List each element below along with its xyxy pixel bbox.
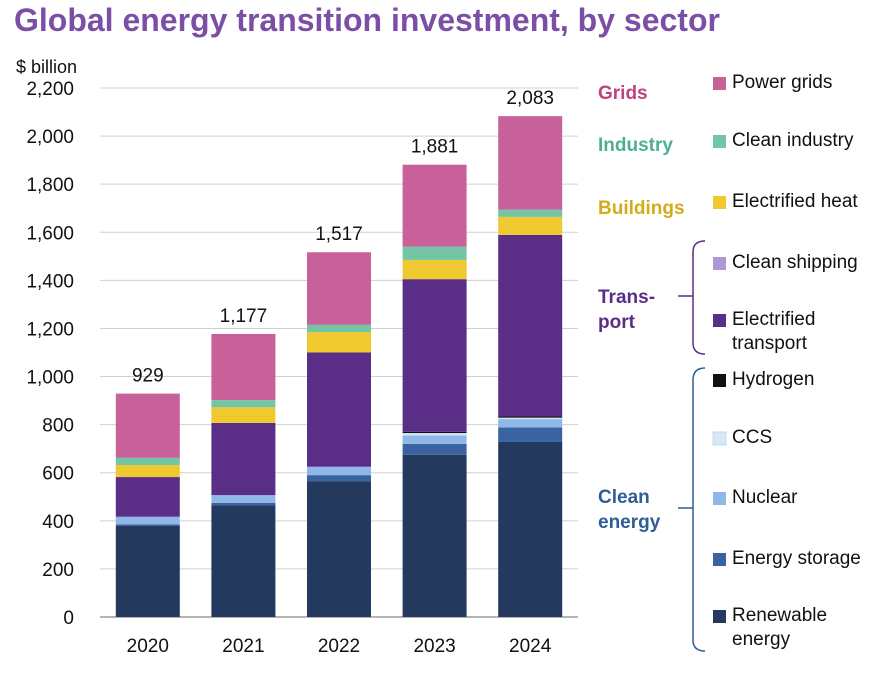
legend-swatch — [713, 374, 726, 387]
bar-segment — [498, 234, 563, 417]
bar-segment — [498, 116, 563, 210]
bar-segment — [211, 505, 276, 617]
bar-segment — [498, 441, 563, 617]
bar-segment — [115, 393, 180, 458]
y-tick-label: 600 — [42, 464, 74, 485]
legend-swatch — [713, 610, 726, 623]
legend-swatch — [713, 553, 726, 566]
legend-label: Clean shipping — [732, 252, 858, 273]
y-tick-label: 200 — [42, 560, 74, 581]
legend-label: Electrified heat — [732, 191, 858, 212]
x-tick-label: 2020 — [127, 636, 169, 657]
bar-segment — [402, 454, 467, 617]
y-axis: 0 200 400 600 800 1,000 1,200 1,400 1,600 1,800 2,… — [16, 57, 578, 629]
bar-total-label: 1,177 — [220, 306, 268, 327]
x-tick-label: 2022 — [318, 636, 360, 657]
bar-segment — [498, 216, 563, 235]
bar-segment — [498, 427, 563, 442]
transport-bracket — [692, 240, 706, 355]
legend-swatch — [713, 492, 726, 505]
legend-swatch — [713, 196, 726, 209]
bar-segment — [115, 524, 180, 526]
group-label: Trans-port — [598, 287, 655, 333]
bar-segment — [402, 431, 467, 434]
legend-swatch — [713, 314, 726, 327]
bar-segment — [211, 502, 276, 506]
y-tick-label: 1,600 — [26, 223, 74, 244]
bar-segment — [307, 332, 371, 353]
bar-segment — [402, 435, 467, 444]
bar-segment — [211, 400, 276, 408]
bar-segment — [211, 333, 276, 401]
group-label: Clean energy — [598, 487, 661, 533]
bar-segment — [211, 407, 276, 423]
x-tick-label: 2023 — [413, 636, 455, 657]
bar-segment — [498, 209, 563, 217]
y-tick-label: 1,000 — [26, 368, 74, 389]
legend-label: Clean industry — [732, 130, 854, 151]
bars — [115, 116, 563, 617]
group-label: Industry — [598, 135, 673, 156]
bar-segment — [307, 352, 371, 467]
group-label: Grids — [598, 83, 648, 104]
x-axis: 2020 2021 2022 2023 2024 — [127, 636, 552, 657]
x-tick-label: 2024 — [509, 636, 552, 657]
bar-segment — [211, 422, 276, 496]
bar-segment — [402, 443, 467, 455]
y-tick-label: 2,000 — [26, 127, 74, 148]
y-unit-label: $ billion — [16, 57, 77, 77]
bar-segment — [402, 433, 467, 436]
y-tick-label: 0 — [63, 608, 74, 629]
bar-segment — [307, 481, 371, 617]
legend-swatch — [713, 257, 726, 270]
chart-title: Global energy transition investment, by … — [14, 2, 720, 38]
bar-total-label: 2,083 — [506, 88, 554, 109]
legend-label: Energy storage — [732, 548, 861, 569]
x-tick-label: 2021 — [222, 636, 264, 657]
bar-segment — [115, 465, 180, 478]
bar-segment — [498, 416, 563, 418]
legend-label: CCS — [732, 427, 772, 448]
y-tick-label: 1,200 — [26, 319, 74, 340]
bar-total-label: 1,881 — [411, 137, 459, 158]
legend: Power grids Clean industry Electrified hea… — [712, 72, 861, 650]
bar-segment — [115, 516, 180, 525]
bar-segment — [307, 466, 371, 476]
bar-segment — [402, 246, 467, 260]
legend-label: Nuclear — [732, 487, 798, 508]
legend-swatch — [713, 135, 726, 148]
bar-segment — [115, 457, 180, 466]
legend-label: Renewable energy — [732, 605, 827, 650]
y-tick-label: 400 — [42, 512, 74, 533]
bar-segment — [115, 525, 180, 617]
bar-segment — [402, 259, 467, 280]
bar-segment — [211, 495, 276, 503]
bar-segment — [307, 324, 371, 333]
y-tick-label: 2,200 — [26, 79, 74, 100]
bar-segment — [498, 419, 563, 428]
legend-label: Power grids — [732, 72, 832, 93]
legend-label: Electrified transport — [732, 309, 815, 354]
bar-segment — [307, 252, 371, 325]
bar-total-label: 929 — [132, 366, 164, 387]
legend-swatch — [713, 77, 726, 90]
bar-segment — [498, 417, 563, 420]
clean-energy-bracket — [692, 367, 706, 652]
y-tick-label: 800 — [42, 416, 74, 437]
bar-totals: 929 1,177 1,517 1,881 2,083 — [132, 88, 554, 386]
bar-segment — [115, 477, 180, 517]
legend-swatch — [712, 431, 727, 446]
bar-segment — [402, 164, 467, 247]
legend-label: Hydrogen — [732, 369, 814, 390]
group-label: Buildings — [598, 198, 685, 219]
bar-segment — [307, 475, 371, 482]
y-tick-label: 1,400 — [26, 271, 74, 292]
group-labels: Grids Industry Buildings Trans-port Clean ene… — [598, 83, 706, 652]
bar-total-label: 1,517 — [315, 224, 363, 245]
y-tick-label: 1,800 — [26, 175, 74, 196]
bar-segment — [402, 279, 467, 432]
